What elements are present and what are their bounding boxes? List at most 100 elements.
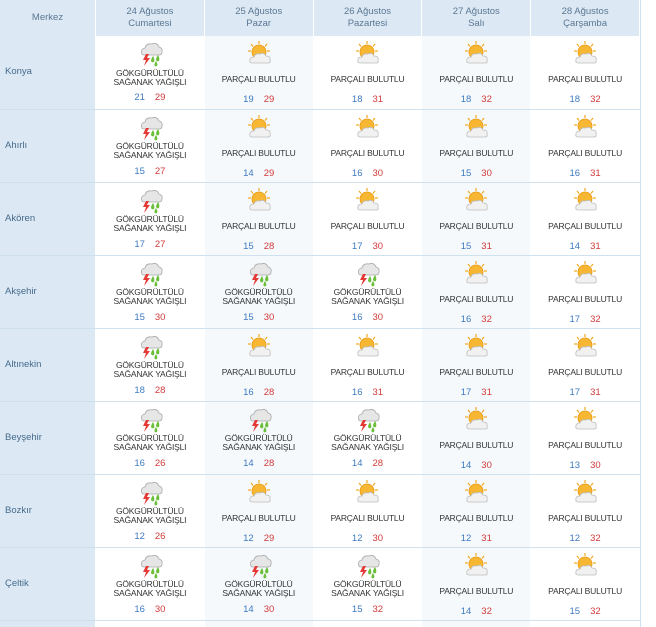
condition-text: PARÇALI BULUTLU — [531, 436, 639, 455]
max-temp: 31 — [590, 240, 601, 252]
thunderstorm-rain-icon — [134, 332, 166, 360]
forecast-cell: PARÇALI BULUTLU 15 28 — [204, 182, 314, 256]
forecast-cell: PARÇALI BULUTLU 16 31 — [313, 328, 423, 402]
condition-text: GÖKGÜRÜLTÜLÜ SAĞANAK YAĞIŞLI — [96, 142, 204, 161]
forecast-cell: PARÇALI BULUTLU 12 32 — [530, 474, 640, 548]
condition-text: PARÇALI BULUTLU — [422, 582, 530, 601]
condition-line: GÖKGÜRÜLTÜLÜ — [115, 141, 184, 151]
condition-text: PARÇALI BULUTLU — [205, 509, 313, 528]
condition-line: GÖKGÜRÜLTÜLÜ — [333, 287, 402, 297]
location-cell[interactable]: Altınekin — [0, 328, 96, 402]
partly-cloudy-icon — [460, 332, 492, 360]
condition-line: PARÇALI BULUTLU — [330, 147, 405, 158]
condition-line: PARÇALI BULUTLU — [439, 585, 514, 596]
max-temp: 27 — [154, 165, 166, 177]
location-cell[interactable]: Bozkır — [0, 474, 96, 548]
max-temp: 29 — [263, 94, 275, 105]
max-temp: 31 — [481, 240, 492, 252]
condition-line: GÖKGÜRÜLTÜLÜ — [115, 506, 184, 516]
thunderstorm-rain-icon — [134, 405, 166, 433]
condition-line: SAĞANAK YAĞIŞLI — [113, 515, 187, 525]
max-temp: 31 — [481, 386, 492, 398]
condition-line: PARÇALI BULUTLU — [221, 512, 296, 523]
location-cell[interactable]: Akören — [0, 182, 96, 256]
condition-line: GÖKGÜRÜLTÜLÜ — [224, 433, 293, 443]
max-temp: 30 — [372, 167, 384, 179]
forecast-cell: PARÇALI BULUTLU 12 30 — [313, 474, 423, 548]
temperature-range: 21 29 — [96, 92, 204, 103]
temperature-range: 18 31 — [314, 94, 422, 105]
partly-cloudy-icon — [569, 39, 601, 67]
temperature-range: 15 32 — [531, 606, 639, 617]
temperature-range: 19 29 — [205, 94, 313, 105]
condition-line: PARÇALI BULUTLU — [548, 366, 623, 377]
condition-text: PARÇALI BULUTLU — [314, 217, 422, 236]
temperature-range: 14 28 — [205, 458, 313, 469]
partly-cloudy-icon — [351, 186, 383, 214]
location-name[interactable]: Çeltik — [5, 577, 29, 589]
location-name[interactable]: Konya — [5, 66, 32, 77]
forecast-row: Bozkır GÖKGÜRÜLTÜLÜ SAĞANAK YAĞIŞLI 12 26 PAR… — [0, 474, 640, 548]
forecast-cell: PARÇALI BULUTLU 18 31 — [313, 36, 423, 110]
header-row: Merkez 24 Ağustos Cumartesi 25 Ağustos Paz… — [0, 0, 640, 36]
max-temp: 32 — [590, 605, 601, 617]
min-temp: 12 — [134, 530, 145, 542]
partly-cloudy-icon — [243, 478, 275, 506]
min-temp: 12 — [351, 532, 363, 544]
condition-text: GÖKGÜRÜLTÜLÜ SAĞANAK YAĞIŞLI — [96, 580, 204, 599]
temperature-range: 16 28 — [205, 387, 313, 398]
temperature-range: 15 27 — [96, 166, 204, 177]
partly-cloudy-icon — [460, 113, 492, 141]
min-temp: 14 — [569, 240, 581, 252]
temperature-range: 12 32 — [531, 533, 639, 544]
max-temp: 32 — [590, 532, 601, 544]
condition-text: GÖKGÜRÜLTÜLÜ SAĞANAK YAĞIŞLI — [96, 361, 204, 380]
condition-line: SAĞANAK YAĞIŞLI — [331, 296, 404, 306]
temperature-range: 16 30 — [96, 604, 204, 615]
condition-line: GÖKGÜRÜLTÜLÜ — [115, 214, 184, 224]
location-name[interactable]: Akşehir — [5, 285, 37, 297]
condition-line: PARÇALI BULUTLU — [439, 293, 514, 304]
min-temp: 17 — [569, 386, 581, 398]
condition-text: PARÇALI BULUTLU — [422, 509, 530, 528]
condition-line: PARÇALI BULUTLU — [330, 366, 405, 377]
condition-text: PARÇALI BULUTLU — [422, 144, 530, 163]
thunderstorm-rain-icon — [134, 113, 166, 141]
condition-line: SAĞANAK YAĞIŞLI — [113, 442, 187, 452]
location-name[interactable]: Bozkır — [5, 504, 32, 516]
location-cell[interactable]: Akşehir — [0, 255, 96, 329]
location-cell[interactable]: Konya — [0, 36, 96, 110]
temperature-range: 16 31 — [531, 168, 639, 179]
forecast-cell: PARÇALI BULUTLU 16 30 — [313, 109, 423, 183]
condition-line: PARÇALI BULUTLU — [548, 512, 623, 523]
location-name[interactable]: Akören — [5, 212, 36, 224]
condition-text: PARÇALI BULUTLU — [531, 582, 639, 601]
partly-cloudy-icon — [460, 186, 492, 214]
temperature-range: 17 30 — [314, 241, 422, 252]
forecast-cell: PARÇALI BULUTLU 14 30 — [421, 401, 532, 475]
location-name[interactable]: Altınekin — [5, 358, 42, 370]
location-cell[interactable]: Ahırlı — [0, 109, 96, 183]
max-temp: 30 — [481, 167, 492, 179]
condition-text: PARÇALI BULUTLU — [422, 436, 530, 455]
condition-line: SAĞANAK YAĞIŞLI — [331, 588, 404, 598]
condition-text: PARÇALI BULUTLU — [422, 217, 530, 236]
condition-line: PARÇALI BULUTLU — [439, 512, 514, 523]
max-temp: 29 — [263, 532, 275, 544]
forecast-cell — [204, 620, 314, 627]
condition-text: PARÇALI BULUTLU — [205, 217, 313, 236]
forecast-cell: PARÇALI BULUTLU 17 30 — [313, 182, 423, 256]
max-temp: 32 — [372, 603, 384, 615]
partly-cloudy-icon — [569, 551, 601, 579]
location-name[interactable]: Beyşehir — [5, 431, 42, 443]
forecast-cell: GÖKGÜRÜLTÜLÜ SAĞANAK YAĞIŞLI 16 30 — [313, 255, 423, 329]
forecast-cell: GÖKGÜRÜLTÜLÜ SAĞANAK YAĞIŞLI 12 26 — [95, 474, 205, 548]
partly-cloudy-icon — [243, 186, 275, 214]
max-temp: 32 — [481, 313, 492, 325]
temperature-range: 15 30 — [96, 312, 204, 323]
condition-line: GÖKGÜRÜLTÜLÜ — [224, 579, 293, 589]
location-cell[interactable]: Çeltik — [0, 547, 96, 621]
location-cell[interactable]: Beyşehir — [0, 401, 96, 475]
location-name[interactable]: Ahırlı — [5, 139, 28, 151]
forecast-cell: GÖKGÜRÜLTÜLÜ SAĞANAK YAĞIŞLI 16 26 — [95, 401, 205, 475]
